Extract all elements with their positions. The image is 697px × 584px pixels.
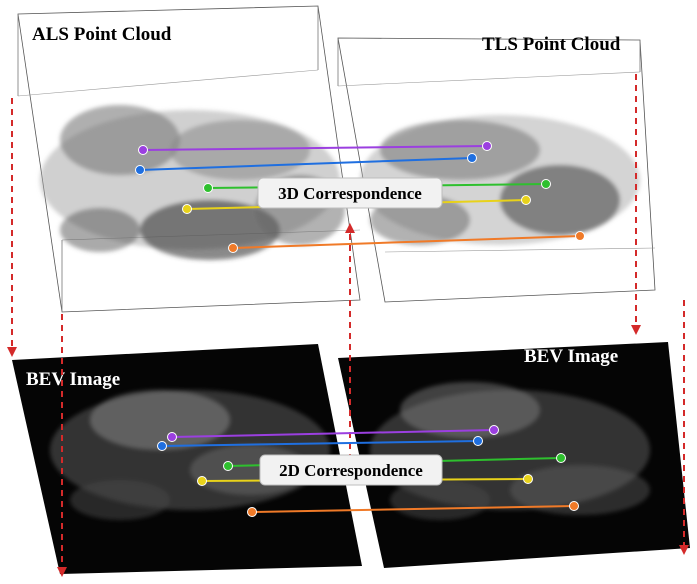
- corr3d-point: [575, 231, 585, 241]
- bev-image-left-panel: BEV Image: [12, 344, 362, 574]
- corr2d-line-purple: [171, 429, 495, 438]
- tls-title: TLS Point Cloud: [482, 34, 621, 55]
- als-title: ALS Point Cloud: [32, 24, 172, 45]
- bev-left-title: BEV Image: [26, 369, 120, 390]
- corr2d-label-text: 2D Correspondence: [279, 461, 423, 480]
- projection-arrows: [7, 74, 689, 577]
- corr2d-line-orange: [251, 505, 575, 513]
- corr3d-line-blue: [139, 157, 473, 171]
- corr3d-point: [182, 204, 192, 214]
- corr3d-point: [135, 165, 145, 175]
- corr3d-point: [541, 179, 551, 189]
- corr2d-point: [157, 441, 167, 451]
- corr3d-point: [521, 195, 531, 205]
- corr2d-point: [167, 432, 177, 442]
- corr3d-point: [203, 183, 213, 193]
- corr3d-line-purple: [142, 145, 488, 151]
- corr3d-line-orange: [232, 235, 581, 249]
- tls-point-cloud-panel: TLS Point Cloud: [337, 34, 656, 303]
- corr2d-point: [556, 453, 566, 463]
- corr3d-point: [467, 153, 477, 163]
- corr2d-point: [197, 476, 207, 486]
- corr3d-point: [138, 145, 148, 155]
- bev-right-title: BEV Image: [524, 346, 618, 367]
- corr2d-point: [223, 461, 233, 471]
- bev-left-texture: [50, 390, 330, 520]
- corr2d-line-blue: [161, 440, 479, 447]
- correspondence-3d-points: [135, 141, 585, 253]
- als-point-cloud-panel: ALS Point Cloud: [17, 5, 361, 313]
- corr3d-point: [482, 141, 492, 151]
- corr3d-label: 3D Correspondence: [257, 177, 443, 209]
- corr2d-point: [489, 425, 499, 435]
- corr3d-label-text: 3D Correspondence: [278, 184, 422, 203]
- bev-image-right-panel: BEV Image: [338, 342, 690, 568]
- corr2d-label: 2D Correspondence: [259, 454, 443, 486]
- corr2d-point: [523, 474, 533, 484]
- corr3d-point: [228, 243, 238, 253]
- corr2d-point: [473, 436, 483, 446]
- corr2d-point: [569, 501, 579, 511]
- correspondence-2d-points: [157, 425, 579, 517]
- corr2d-point: [247, 507, 257, 517]
